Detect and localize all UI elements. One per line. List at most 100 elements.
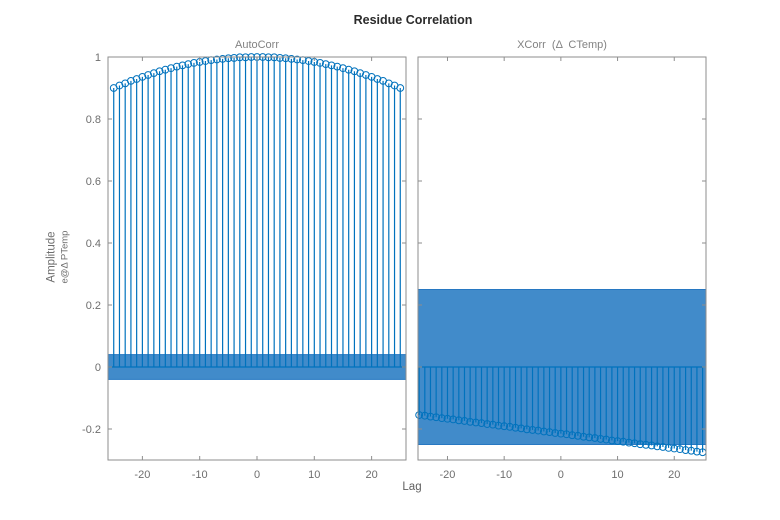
stem-marker [460, 417, 469, 425]
y-axis-label-line2: e@Δ PTemp [59, 230, 71, 284]
stem-marker [494, 421, 503, 430]
stem-marker [528, 426, 537, 434]
stem-marker [449, 415, 458, 424]
y-tick-label: 0.8 [86, 114, 101, 126]
stem-marker [218, 54, 227, 63]
y-tick-label: 0.4 [86, 238, 101, 250]
stem-marker [281, 54, 290, 63]
stem-marker [161, 65, 170, 74]
stem-marker [653, 442, 662, 451]
autocorr-subplot-title: AutoCorr [234, 39, 280, 51]
stem-marker [321, 60, 330, 69]
xcorr-subplot-title: XCorr (Δ CTemp) [517, 39, 607, 51]
stem-marker [201, 57, 210, 65]
stem-marker [293, 55, 302, 64]
stem-marker [212, 55, 221, 64]
stem-marker [607, 436, 616, 445]
stem-marker [590, 434, 599, 442]
stem-marker [511, 423, 520, 432]
stem-marker [190, 58, 198, 67]
stem-marker [178, 61, 187, 70]
stem-marker [316, 58, 324, 67]
stem-marker [350, 67, 359, 76]
stem-marker [636, 440, 645, 449]
stem-marker [687, 446, 696, 455]
y-tick-label: -0.2 [82, 424, 101, 436]
stem-marker [562, 430, 571, 439]
stem-marker [556, 429, 565, 438]
stem-marker [522, 425, 531, 434]
stem-marker [167, 64, 175, 73]
stem-marker [579, 432, 588, 441]
stem-marker [573, 431, 582, 440]
stem-marker [155, 67, 164, 76]
stem-marker [224, 54, 233, 63]
stem-marker [517, 424, 526, 433]
y-tick-label: 0.6 [86, 176, 101, 188]
stem-marker [327, 61, 336, 70]
stem-marker [483, 420, 492, 428]
y-tick-label: 1 [95, 52, 101, 64]
stem-marker [585, 433, 594, 442]
x-tick-label: 10 [611, 469, 623, 481]
stem-marker [361, 71, 370, 79]
stem-marker [396, 84, 405, 92]
stem-marker [471, 418, 480, 427]
stem-marker [149, 69, 158, 78]
stem-marker [624, 438, 633, 447]
stem-marker [647, 441, 656, 450]
autocorr-plot: -20 -10 0 10 20 1 0.8 0.6 0.4 0.2 0 -0.2 [82, 52, 407, 481]
x-tick-label: 10 [308, 469, 320, 481]
stem-marker [568, 431, 577, 440]
stem-marker [426, 412, 435, 421]
stem-marker [534, 426, 543, 435]
stem-marker [454, 416, 463, 425]
stem-marker [230, 54, 238, 62]
stem-marker [432, 413, 441, 422]
stem-marker [333, 62, 342, 71]
stem-marker [287, 54, 296, 63]
y-tick-label: 0.2 [86, 300, 101, 312]
stem-marker [670, 444, 679, 453]
stem-marker [488, 420, 497, 429]
stem-marker [681, 446, 690, 454]
stem-marker [304, 57, 313, 65]
x-tick-label: -10 [496, 469, 512, 481]
stem-marker [642, 440, 650, 449]
stem-marker [466, 417, 475, 426]
x-tick-label: 0 [254, 469, 260, 481]
stem-marker [630, 439, 639, 448]
stem-marker [344, 65, 353, 74]
stem-marker [172, 62, 181, 71]
stem-marker [184, 60, 193, 69]
x-tick-label: -20 [134, 469, 150, 481]
stem-marker [602, 435, 611, 444]
stem-marker [613, 437, 622, 445]
stem-marker [127, 76, 135, 85]
stem-marker [420, 411, 429, 420]
stem-marker [356, 69, 365, 78]
figure-title: Residue Correlation [353, 13, 473, 27]
stem-marker [373, 75, 382, 83]
stem-marker [144, 71, 153, 79]
stem-marker [505, 422, 514, 431]
xcorr-plot: -20 -10 0 10 20 [415, 56, 707, 481]
stem-marker [551, 429, 560, 437]
x-tick-label: -20 [440, 469, 456, 481]
stem-marker [339, 64, 347, 73]
stem-marker [539, 427, 548, 436]
stem-marker [596, 435, 605, 443]
x-tick-label: 0 [558, 469, 564, 481]
stem-marker [443, 414, 452, 423]
stem-marker [500, 422, 509, 431]
stem-marker [138, 72, 147, 81]
stem-marker [415, 411, 424, 419]
y-tick-label: 0 [95, 362, 101, 374]
stem-marker [659, 443, 667, 451]
stem-marker [676, 445, 684, 454]
stem-marker [437, 414, 446, 423]
y-axis-label: Amplitude e@Δ PTemp [45, 231, 70, 284]
x-tick-label: 20 [365, 469, 377, 481]
